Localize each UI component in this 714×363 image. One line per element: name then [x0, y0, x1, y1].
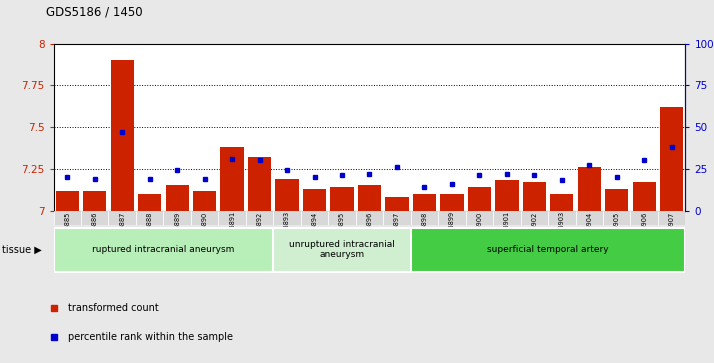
- Bar: [603, 211, 630, 225]
- Bar: [166, 185, 189, 211]
- Text: tissue ▶: tissue ▶: [2, 245, 42, 254]
- Text: GSM1306891: GSM1306891: [229, 211, 235, 256]
- Text: GSM1306906: GSM1306906: [641, 211, 647, 256]
- Text: GSM1306885: GSM1306885: [64, 211, 70, 256]
- Text: GDS5186 / 1450: GDS5186 / 1450: [46, 5, 143, 18]
- Bar: [54, 228, 273, 272]
- Text: GSM1306901: GSM1306901: [504, 211, 510, 256]
- Bar: [193, 191, 216, 211]
- Bar: [164, 211, 191, 225]
- Text: superficial temporal artery: superficial temporal artery: [487, 245, 609, 254]
- Text: GSM1306895: GSM1306895: [339, 211, 345, 256]
- Bar: [660, 107, 683, 211]
- Bar: [136, 211, 164, 225]
- Text: GSM1306904: GSM1306904: [586, 211, 593, 256]
- Bar: [83, 191, 106, 211]
- Bar: [468, 187, 491, 211]
- Text: GSM1306898: GSM1306898: [421, 211, 428, 256]
- Bar: [331, 187, 353, 211]
- Text: ruptured intracranial aneurysm: ruptured intracranial aneurysm: [92, 245, 235, 254]
- Bar: [273, 228, 411, 272]
- Bar: [575, 211, 603, 225]
- Bar: [301, 211, 328, 225]
- Text: GSM1306890: GSM1306890: [201, 211, 208, 256]
- Bar: [358, 185, 381, 211]
- Bar: [548, 211, 575, 225]
- Bar: [191, 211, 218, 225]
- Bar: [111, 60, 134, 211]
- Text: GSM1306896: GSM1306896: [366, 211, 373, 256]
- Bar: [248, 157, 271, 211]
- Bar: [303, 189, 326, 211]
- Bar: [218, 211, 246, 225]
- Bar: [578, 167, 601, 211]
- Text: GSM1306903: GSM1306903: [559, 211, 565, 256]
- Bar: [438, 211, 466, 225]
- Bar: [221, 147, 243, 211]
- Bar: [328, 211, 356, 225]
- Bar: [658, 211, 685, 225]
- Bar: [386, 197, 408, 211]
- Text: GSM1306902: GSM1306902: [531, 211, 538, 256]
- Bar: [246, 211, 273, 225]
- Bar: [523, 182, 546, 211]
- Text: GSM1306889: GSM1306889: [174, 211, 180, 256]
- Text: GSM1306905: GSM1306905: [614, 211, 620, 256]
- Bar: [81, 211, 109, 225]
- Bar: [383, 211, 411, 225]
- Text: unruptured intracranial
aneurysm: unruptured intracranial aneurysm: [289, 240, 395, 259]
- Bar: [605, 189, 628, 211]
- Bar: [138, 194, 161, 211]
- Bar: [54, 211, 81, 225]
- Bar: [109, 211, 136, 225]
- Text: GSM1306893: GSM1306893: [284, 211, 290, 256]
- Text: GSM1306897: GSM1306897: [394, 211, 400, 256]
- Text: GSM1306887: GSM1306887: [119, 211, 125, 256]
- Text: percentile rank within the sample: percentile rank within the sample: [68, 332, 233, 342]
- Bar: [413, 194, 436, 211]
- Text: GSM1306892: GSM1306892: [256, 211, 263, 256]
- Text: GSM1306907: GSM1306907: [669, 211, 675, 256]
- Text: GSM1306894: GSM1306894: [311, 211, 318, 256]
- Bar: [411, 228, 685, 272]
- Bar: [356, 211, 383, 225]
- Bar: [630, 211, 658, 225]
- Bar: [466, 211, 493, 225]
- Text: GSM1306899: GSM1306899: [449, 211, 455, 256]
- Text: GSM1306886: GSM1306886: [92, 211, 98, 256]
- Bar: [633, 182, 656, 211]
- Bar: [521, 211, 548, 225]
- Bar: [56, 191, 79, 211]
- Bar: [550, 194, 573, 211]
- Bar: [273, 211, 301, 225]
- Bar: [276, 179, 298, 211]
- Bar: [496, 180, 518, 211]
- Text: transformed count: transformed count: [68, 303, 159, 313]
- Bar: [441, 194, 463, 211]
- Bar: [493, 211, 521, 225]
- Text: GSM1306888: GSM1306888: [146, 211, 153, 256]
- Bar: [411, 211, 438, 225]
- Text: GSM1306900: GSM1306900: [476, 211, 483, 256]
